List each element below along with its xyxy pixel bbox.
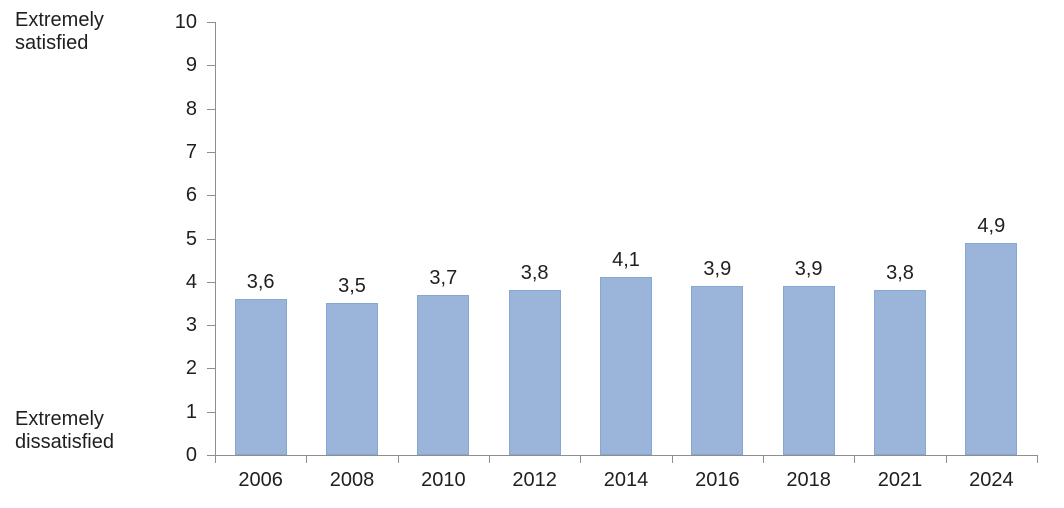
- y-axis-tick-label: 10: [174, 11, 197, 33]
- y-axis-bottom-anchor-label: Extremely dissatisfied: [15, 408, 114, 453]
- x-axis-category-label: 2008: [329, 469, 375, 491]
- y-axis-top-anchor-label: Extremely satisfied: [15, 9, 104, 54]
- y-axis-tick: [207, 325, 215, 327]
- x-axis-tick: [489, 456, 490, 463]
- bar-2010: [417, 294, 470, 455]
- bar-value-label: 4,9: [977, 214, 1006, 237]
- bar-value-label: 4,1: [612, 249, 640, 272]
- bar-2018: [782, 286, 835, 455]
- y-axis-tick-label: 7: [185, 140, 197, 163]
- y-axis-tick: [207, 151, 215, 153]
- x-axis-category-label: 2006: [238, 469, 283, 491]
- y-axis-tick-label: 2: [185, 357, 197, 380]
- bar-2024: [965, 242, 1018, 455]
- y-axis-tick: [207, 195, 215, 197]
- bar-2016: [691, 286, 744, 455]
- x-axis-tick: [397, 456, 399, 463]
- y-axis-tick: [207, 411, 215, 413]
- y-axis-line: [215, 22, 216, 455]
- bar-value-label: 3,8: [520, 262, 549, 285]
- x-axis-tick: [580, 456, 582, 463]
- y-axis-tick-label: 0: [185, 444, 197, 466]
- x-axis-category-label: 2010: [421, 469, 466, 491]
- bar-value-label: 3,7: [429, 266, 458, 289]
- x-axis-category-label: 2021: [877, 469, 923, 491]
- x-axis-line: [215, 455, 1038, 456]
- y-axis-tick: [207, 455, 215, 456]
- y-axis-tick: [207, 22, 215, 23]
- bar-2008: [326, 303, 378, 455]
- bar-2012: [508, 290, 561, 455]
- x-axis-category-label: 2024: [969, 469, 1014, 491]
- x-axis-tick: [1037, 456, 1038, 463]
- y-axis-tick-label: 1: [185, 400, 197, 423]
- bar-2021: [874, 290, 926, 455]
- bar-value-label: 3,8: [886, 262, 914, 285]
- y-axis-tick: [207, 238, 215, 240]
- bar-value-label: 3,5: [338, 275, 366, 298]
- y-axis-tick: [207, 108, 215, 110]
- bar-value-label: 3,9: [794, 258, 823, 281]
- bar-value-label: 3,6: [246, 271, 275, 294]
- y-axis-tick: [207, 368, 215, 370]
- x-axis-category-label: 2018: [786, 469, 831, 491]
- x-axis-tick: [215, 456, 216, 463]
- x-axis-tick: [945, 456, 947, 463]
- x-axis-tick: [763, 456, 764, 463]
- x-axis-category-label: 2014: [603, 469, 649, 491]
- x-axis-tick: [306, 456, 308, 463]
- y-axis-tick-label: 5: [185, 227, 197, 250]
- x-axis-category-label: 2016: [695, 469, 740, 491]
- y-axis-tick-label: 6: [185, 184, 197, 207]
- y-axis-tick-label: 9: [185, 54, 197, 77]
- y-axis-tick: [207, 281, 215, 283]
- x-axis-tick: [854, 456, 856, 463]
- x-axis-tick: [671, 456, 673, 463]
- y-axis-tick-label: 4: [185, 270, 197, 293]
- bar-2006: [234, 299, 287, 455]
- bar-2014: [600, 277, 652, 455]
- bar-value-label: 3,9: [703, 258, 732, 281]
- y-axis-tick-label: 8: [185, 97, 197, 120]
- y-axis-tick-label: 3: [185, 314, 197, 337]
- x-axis-category-label: 2012: [512, 469, 557, 491]
- y-axis-tick: [207, 65, 215, 67]
